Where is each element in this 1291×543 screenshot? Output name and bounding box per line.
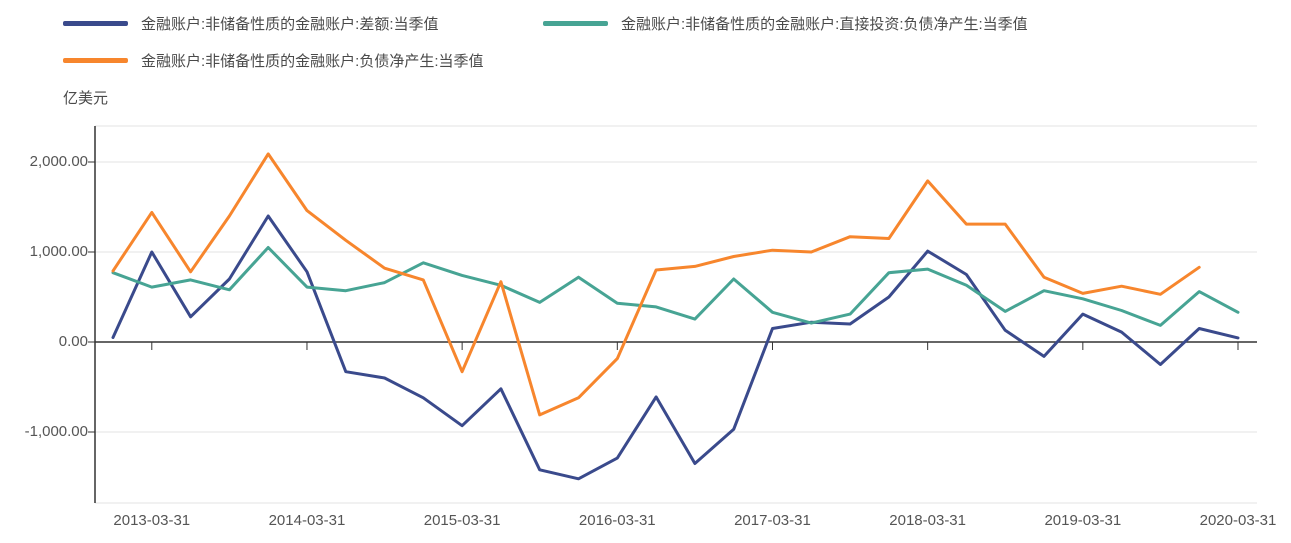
y-axis-tick-label: 2,000.00 <box>29 153 88 170</box>
x-axis-tick-label: 2013-03-31 <box>113 512 191 529</box>
x-axis-tick-label: 2019-03-31 <box>1044 512 1122 529</box>
legend-item-balance[interactable]: 金融账户:非储备性质的金融账户:差额:当季值 <box>63 13 439 34</box>
x-axis-tick-label: 2017-03-31 <box>734 512 811 529</box>
legend-swatch-orange-icon <box>63 58 128 63</box>
x-axis-tick-label: 2020-03-31 <box>1199 512 1277 529</box>
series-line-2 <box>111 152 1201 417</box>
x-axis-tick-label: 2018-03-31 <box>889 512 966 529</box>
x-axis-tick-label: 2014-03-31 <box>268 512 346 529</box>
x-axis-tick-label: 2015-03-31 <box>423 512 501 529</box>
y-axis-unit-label: 亿美元 <box>63 90 109 107</box>
legend-item-net-liabilities[interactable]: 金融账户:非储备性质的金融账户:负债净产生:当季值 <box>63 50 484 71</box>
legend-item-direct-investment[interactable]: 金融账户:非储备性质的金融账户:直接投资:负债净产生:当季值 <box>543 13 1028 34</box>
legend-swatch-blue-icon <box>63 21 128 26</box>
legend-label-net-liabilities: 金融账户:非储备性质的金融账户:负债净产生:当季值 <box>141 53 484 70</box>
x-axis-tick-label: 2016-03-31 <box>578 512 656 529</box>
series-line-1 <box>111 246 1240 327</box>
y-axis-tick-label: 0.00 <box>58 333 88 350</box>
legend-label-direct-investment: 金融账户:非储备性质的金融账户:直接投资:负债净产生:当季值 <box>621 16 1028 33</box>
legend-label-balance: 金融账户:非储备性质的金融账户:差额:当季值 <box>141 16 439 33</box>
series-line-0 <box>111 214 1240 481</box>
legend-swatch-teal-icon <box>543 21 608 26</box>
y-axis-tick-label: -1,000.00 <box>24 423 88 440</box>
y-axis-tick-label: 1,000.00 <box>29 243 88 260</box>
